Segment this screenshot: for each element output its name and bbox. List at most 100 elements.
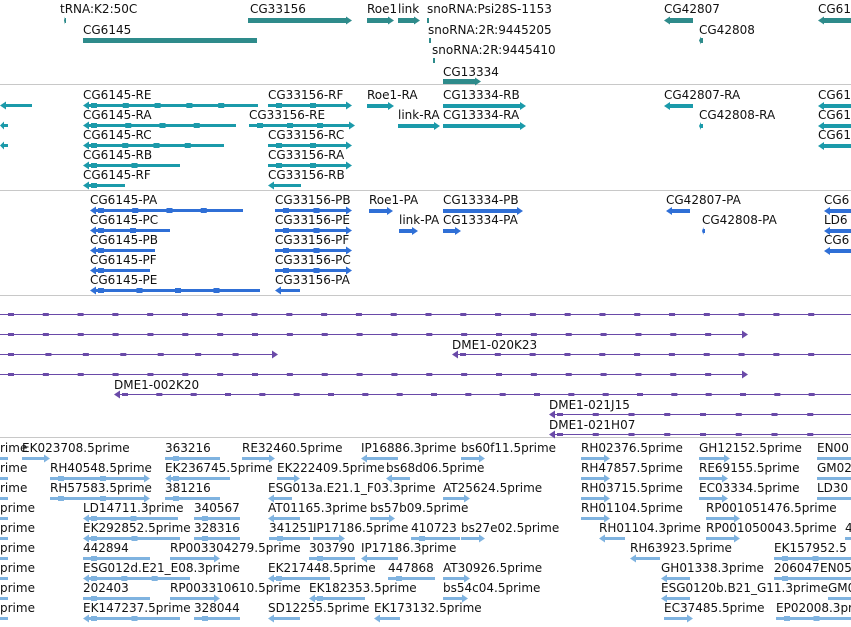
genes-feature-glyph[interactable] bbox=[398, 14, 420, 28]
ests-feature-glyph[interactable] bbox=[361, 553, 398, 567]
ests-feature-glyph[interactable] bbox=[309, 553, 355, 567]
ests-feature-glyph[interactable] bbox=[374, 613, 400, 627]
ests-feature-label[interactable]: RH63923.5prime bbox=[630, 541, 732, 555]
cds-feature-label[interactable]: CG6145-PC bbox=[90, 213, 159, 227]
ests-feature-glyph[interactable] bbox=[165, 473, 230, 487]
ests-feature-glyph[interactable] bbox=[776, 613, 851, 627]
ests-feature-glyph[interactable] bbox=[268, 493, 292, 507]
ests-feature-glyph[interactable] bbox=[817, 493, 851, 507]
ests-feature-glyph[interactable] bbox=[242, 453, 275, 467]
transcripts-feature-label[interactable]: CG6145-RE bbox=[83, 88, 152, 102]
genes-feature-glyph[interactable] bbox=[433, 54, 435, 68]
ests-feature-glyph[interactable] bbox=[170, 553, 220, 567]
ests-feature-glyph[interactable] bbox=[386, 473, 410, 487]
ests-feature-glyph[interactable] bbox=[194, 613, 240, 627]
transcripts-feature-label[interactable]: CG6145-RB bbox=[83, 148, 153, 162]
ests-feature-label[interactable]: 328044 bbox=[194, 601, 240, 615]
genes-feature-glyph[interactable] bbox=[367, 14, 394, 28]
ests-feature-glyph[interactable] bbox=[268, 513, 300, 527]
ests-feature-glyph[interactable] bbox=[165, 453, 220, 467]
ests-feature-label[interactable]: EK222409.5prime bbox=[277, 461, 385, 475]
ests-feature-label[interactable]: EK217448.5prime bbox=[268, 561, 376, 575]
cds-feature-label[interactable]: CG33156-PE bbox=[275, 213, 350, 227]
cds-feature-label[interactable]: CG6145-PB bbox=[90, 233, 159, 247]
ests-feature-glyph[interactable] bbox=[817, 473, 851, 487]
genes-feature-glyph[interactable] bbox=[818, 14, 851, 28]
ests-feature-glyph[interactable] bbox=[83, 553, 150, 567]
ests-feature-glyph[interactable] bbox=[581, 453, 610, 467]
ests-feature-glyph[interactable] bbox=[22, 453, 50, 467]
ests-feature-glyph[interactable] bbox=[0, 593, 8, 607]
genes-feature-label[interactable]: CG61 bbox=[818, 2, 851, 16]
clones-feature-glyph[interactable] bbox=[114, 390, 851, 404]
ests-feature-glyph[interactable] bbox=[370, 513, 395, 527]
genes-feature-label[interactable]: CG13334 bbox=[443, 65, 499, 79]
cds-feature-label[interactable]: CG6145-PF bbox=[90, 253, 157, 267]
ests-feature-label[interactable]: rime bbox=[0, 461, 28, 475]
ests-feature-glyph[interactable] bbox=[0, 573, 8, 587]
ests-feature-glyph[interactable] bbox=[50, 493, 150, 507]
ests-feature-glyph[interactable] bbox=[0, 533, 8, 547]
ests-feature-glyph[interactable] bbox=[277, 473, 300, 487]
cds-feature-label[interactable]: CG42808-PA bbox=[702, 213, 777, 227]
cds-feature-label[interactable]: CG13334-PA bbox=[443, 213, 518, 227]
genes-feature-glyph[interactable] bbox=[83, 34, 257, 48]
ests-feature-label[interactable]: ESG0120b.B21_G11.3prime bbox=[661, 581, 828, 595]
genes-feature-glyph[interactable] bbox=[429, 34, 431, 48]
ests-feature-label[interactable]: 340567 bbox=[194, 501, 240, 515]
cds-feature-glyph[interactable] bbox=[824, 245, 851, 259]
ests-feature-label[interactable]: LD14711.3prime bbox=[83, 501, 184, 515]
ests-feature-glyph[interactable] bbox=[268, 573, 330, 587]
ests-feature-glyph[interactable] bbox=[661, 593, 690, 607]
ests-feature-label[interactable]: RP001051476.5prime bbox=[706, 501, 837, 515]
ests-feature-glyph[interactable] bbox=[0, 473, 8, 487]
cds-feature-label[interactable]: Roe1-PA bbox=[369, 193, 419, 207]
cds-feature-label[interactable]: CG33156-PC bbox=[275, 253, 351, 267]
ests-feature-label[interactable]: RH47857.5prime bbox=[581, 461, 683, 475]
ests-feature-glyph[interactable] bbox=[0, 513, 8, 527]
ests-feature-glyph[interactable] bbox=[581, 513, 610, 527]
ests-feature-label[interactable]: RH01104.5prime bbox=[581, 501, 683, 515]
ests-feature-glyph[interactable] bbox=[313, 533, 345, 547]
transcripts-feature-glyph[interactable] bbox=[249, 120, 355, 134]
transcripts-feature-glyph[interactable] bbox=[268, 140, 352, 154]
transcripts-feature-label[interactable]: CG61 bbox=[818, 108, 851, 122]
transcripts-feature-glyph[interactable] bbox=[268, 100, 352, 114]
clones-feature-glyph[interactable] bbox=[549, 430, 851, 444]
cds-feature-label[interactable]: CG6145-PA bbox=[90, 193, 158, 207]
cds-feature-label[interactable]: CG33156-PB bbox=[275, 193, 351, 207]
ests-feature-label[interactable]: 341251 bbox=[269, 521, 315, 535]
ests-feature-label[interactable]: EK157952.5 bbox=[774, 541, 847, 555]
clones-feature-label[interactable]: DME1-021J15 bbox=[549, 398, 630, 412]
cds-feature-label[interactable]: LD6 bbox=[824, 213, 848, 227]
ests-feature-label[interactable]: bs57b09.5prime bbox=[370, 501, 469, 515]
cds-feature-glyph[interactable] bbox=[275, 285, 300, 299]
ests-feature-glyph[interactable] bbox=[664, 613, 693, 627]
transcripts-feature-label[interactable]: CG33156-RC bbox=[268, 128, 345, 142]
ests-feature-glyph[interactable] bbox=[443, 573, 470, 587]
ests-feature-label[interactable]: RP001050043.5prime bbox=[706, 521, 837, 535]
ests-feature-label[interactable]: 447868 bbox=[388, 561, 434, 575]
ests-feature-glyph[interactable] bbox=[461, 453, 485, 467]
cds-feature-glyph[interactable] bbox=[275, 225, 352, 239]
genes-feature-label[interactable]: CG6145 bbox=[83, 23, 132, 37]
ests-feature-label[interactable]: AT30926.5prime bbox=[443, 561, 543, 575]
ests-feature-glyph[interactable] bbox=[699, 493, 728, 507]
ests-feature-label[interactable]: EK182353.5prime bbox=[309, 581, 417, 595]
genes-feature-label[interactable]: tRNA:K2:50C bbox=[60, 2, 138, 16]
transcripts-feature-label[interactable]: CG6145-RA bbox=[83, 108, 152, 122]
ests-feature-glyph[interactable] bbox=[0, 453, 8, 467]
ests-feature-glyph[interactable] bbox=[774, 573, 820, 587]
ests-feature-label[interactable]: 410723 bbox=[411, 521, 457, 535]
ests-feature-glyph[interactable] bbox=[194, 513, 240, 527]
ests-feature-label[interactable]: rime bbox=[0, 441, 28, 455]
ests-feature-label[interactable]: ESG012d.E21_E08.3prime bbox=[83, 561, 240, 575]
cds-feature-glyph[interactable] bbox=[90, 205, 243, 219]
ests-feature-label[interactable]: IP17186.3prime bbox=[361, 541, 457, 555]
cds-feature-glyph[interactable] bbox=[90, 245, 155, 259]
ests-feature-label[interactable]: prime bbox=[0, 561, 35, 575]
cds-feature-glyph[interactable] bbox=[275, 245, 352, 259]
ests-feature-label[interactable]: 4 bbox=[845, 521, 851, 535]
ests-feature-glyph[interactable] bbox=[630, 553, 660, 567]
ests-feature-label[interactable]: RH01104.3prime bbox=[599, 521, 701, 535]
